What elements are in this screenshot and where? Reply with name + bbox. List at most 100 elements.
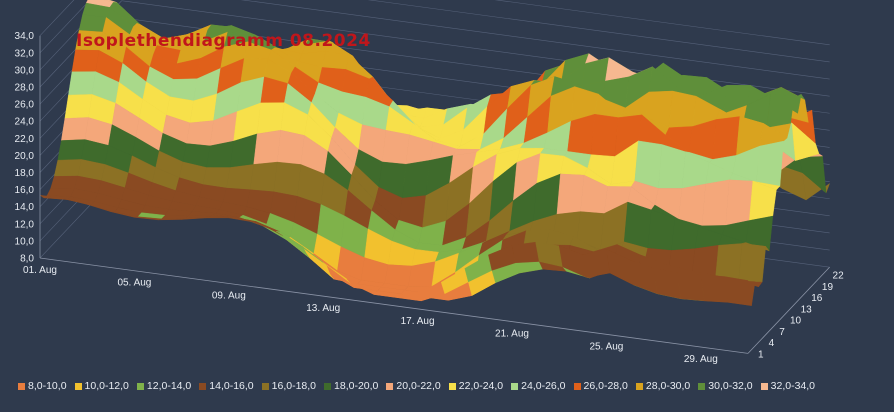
legend-item: 14,0-16,0 bbox=[199, 380, 254, 392]
surface-cell bbox=[676, 272, 705, 302]
surface-cell bbox=[53, 159, 82, 177]
legend-swatch bbox=[199, 382, 207, 390]
x-tick-label: 13. Aug bbox=[306, 303, 340, 314]
legend-label: 30,0-32,0 bbox=[708, 380, 753, 392]
surface-cell bbox=[68, 71, 96, 96]
legend-label: 18,0-20,0 bbox=[334, 380, 379, 392]
surface-cell bbox=[590, 114, 619, 157]
surface-cell bbox=[71, 49, 100, 73]
surface-cell bbox=[515, 261, 543, 274]
axes bbox=[39, 35, 830, 354]
legend-swatch bbox=[18, 382, 25, 390]
legend-swatch bbox=[760, 382, 768, 390]
z-tick-label: 26,0 bbox=[15, 100, 35, 111]
z-tick-label: 28,0 bbox=[15, 83, 35, 94]
z-tick-label: 16,0 bbox=[15, 185, 35, 196]
surface-cell bbox=[78, 14, 107, 33]
legend-label: 12,0-14,0 bbox=[146, 380, 192, 392]
x-tick-label: 25. Aug bbox=[589, 341, 623, 352]
surface-cell bbox=[668, 90, 697, 128]
legend-swatch bbox=[698, 382, 706, 390]
legend-swatch bbox=[511, 382, 519, 390]
surface-cell bbox=[701, 179, 730, 227]
z-tick-label: 30,0 bbox=[15, 65, 35, 76]
z-tick-label: 18,0 bbox=[15, 168, 35, 179]
surface-cell bbox=[766, 93, 795, 129]
surface-cell bbox=[46, 188, 75, 197]
x-tick-label: 17. Aug bbox=[401, 316, 435, 327]
y-tick-label: 19 bbox=[822, 282, 834, 293]
y-tick-label: 16 bbox=[811, 293, 823, 304]
legend-label: 16,0-18,0 bbox=[271, 380, 317, 392]
legend-swatch bbox=[386, 382, 394, 390]
legend-item: 16,0-18,0 bbox=[261, 380, 317, 392]
legend-label: 22,0-24,0 bbox=[458, 380, 504, 392]
z-tick-label: 8,0 bbox=[20, 254, 34, 265]
x-axis-ticks: 01. Aug 05. Aug 09. Aug 13. Aug 17. Aug 21. A… bbox=[23, 265, 718, 365]
legend-swatch bbox=[261, 382, 269, 390]
legend-item: 28,0-30,0 bbox=[635, 380, 691, 392]
surface-cell bbox=[724, 276, 752, 306]
legend-item: 30,0-32,0 bbox=[698, 380, 753, 392]
surface-cell bbox=[277, 129, 305, 165]
legend-item: 24,0-26,0 bbox=[511, 380, 566, 392]
surface-cell bbox=[226, 164, 254, 190]
surface-cell bbox=[634, 140, 663, 189]
legend-swatch bbox=[573, 382, 581, 390]
legend-swatch bbox=[74, 382, 82, 390]
z-tick-label: 24,0 bbox=[15, 117, 35, 128]
legend-item: 32,0-34,0 bbox=[760, 380, 816, 392]
legend-label: 10,0-12,0 bbox=[84, 380, 129, 392]
x-tick-label: 29. Aug bbox=[684, 354, 718, 365]
legend-label: 32,0-34,0 bbox=[770, 380, 816, 392]
chart-title: Isoplethendiagramm 08.2024 bbox=[76, 31, 371, 51]
surface-cell bbox=[273, 161, 302, 197]
legend-item: 10,0-12,0 bbox=[74, 380, 129, 392]
surface-cell bbox=[738, 243, 766, 283]
surface-cell bbox=[658, 144, 686, 189]
legend-swatch bbox=[635, 382, 643, 390]
surface-cell bbox=[256, 102, 285, 135]
x-tick-label: 09. Aug bbox=[212, 290, 246, 301]
legend-label: 14,0-16,0 bbox=[209, 380, 254, 392]
legend-label: 24,0-26,0 bbox=[521, 380, 566, 392]
legend-swatch bbox=[136, 382, 144, 390]
surface-cell bbox=[50, 175, 79, 189]
surface-cell bbox=[384, 264, 412, 287]
z-tick-label: 22,0 bbox=[15, 134, 35, 145]
z-tick-label: 14,0 bbox=[15, 202, 35, 213]
surface-cell bbox=[186, 120, 214, 147]
legend-item: 20,0-22,0 bbox=[386, 380, 441, 392]
y-tick-label: 10 bbox=[790, 316, 802, 327]
surface-cell bbox=[700, 274, 729, 303]
surface-cell bbox=[57, 139, 86, 161]
legend-item: 8,0-10,0 bbox=[18, 380, 67, 392]
surface-cell bbox=[623, 201, 652, 249]
z-tick-label: 12,0 bbox=[15, 219, 35, 230]
legend-swatch bbox=[448, 382, 456, 390]
legend-label: 28,0-30,0 bbox=[645, 380, 691, 392]
legend-item: 22,0-24,0 bbox=[448, 380, 504, 392]
y-tick-label: 4 bbox=[769, 338, 775, 349]
x-tick-label: 01. Aug bbox=[23, 265, 57, 276]
surface-cell bbox=[653, 267, 681, 299]
surface-cell bbox=[556, 173, 585, 215]
x-tick-label: 05. Aug bbox=[117, 278, 151, 289]
z-tick-label: 32,0 bbox=[15, 48, 35, 59]
y-tick-label: 1 bbox=[758, 349, 764, 360]
legend: 8,0-10,0 10,0-12,0 12,0-14,0 14,0-16,0 16,0-… bbox=[18, 380, 886, 392]
z-tick-label: 34,0 bbox=[15, 31, 35, 42]
surface-cell bbox=[678, 183, 706, 227]
legend-item: 12,0-14,0 bbox=[136, 380, 192, 392]
surface-cell bbox=[64, 94, 93, 119]
y-tick-label: 7 bbox=[779, 327, 785, 338]
z-tick-label: 20,0 bbox=[15, 151, 35, 162]
legend-item: 18,0-20,0 bbox=[324, 380, 378, 392]
surface-cell bbox=[249, 161, 278, 192]
surface-cell bbox=[402, 160, 430, 199]
legend-label: 8,0-10,0 bbox=[28, 380, 67, 392]
surface-cell bbox=[712, 116, 741, 160]
surface-cell bbox=[756, 140, 784, 187]
